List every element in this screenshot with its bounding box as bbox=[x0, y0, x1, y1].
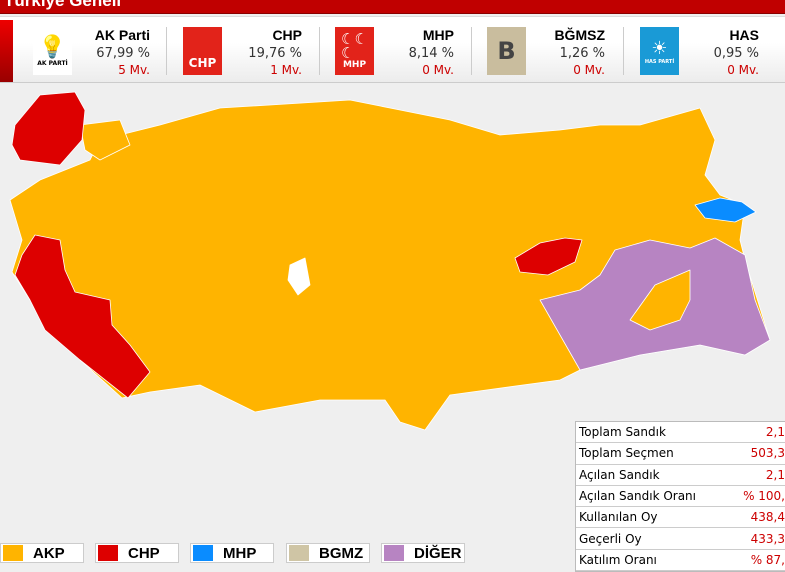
header-title: Türkiye Geneli bbox=[4, 0, 122, 10]
region-chp-east[interactable] bbox=[514, 237, 583, 276]
region-chp-thrace[interactable] bbox=[11, 91, 86, 166]
region-akp-thrace[interactable] bbox=[79, 119, 131, 161]
stats-table: Toplam Sandık 2,1 Toplam Seçmen 503,3 Açıl… bbox=[575, 421, 785, 572]
party-has[interactable]: ☀ HAS PARTİ HAS 0,95 % 0 Mv. bbox=[640, 17, 759, 82]
stats-row: Açılan Sandık 2,1 bbox=[576, 465, 785, 486]
legend-swatch bbox=[193, 545, 213, 561]
legend-akp[interactable]: AKP bbox=[0, 543, 84, 563]
stats-row: Katılım Oranı% 87, bbox=[576, 550, 785, 572]
party-percent: 8,14 % bbox=[408, 46, 454, 61]
region-chp-aegean[interactable] bbox=[14, 234, 151, 399]
party-percent: 1,26 % bbox=[559, 46, 605, 61]
has-logo-icon: ☀ HAS PARTİ bbox=[640, 27, 679, 75]
party-chp[interactable]: CHP CHP 19,76 % 1 Mv. bbox=[183, 17, 302, 82]
legend-chp[interactable]: CHP bbox=[95, 543, 179, 563]
party-name: CHP bbox=[272, 27, 302, 43]
party-seats: 5 Mv. bbox=[118, 63, 150, 77]
party-name: BĞMSZ bbox=[554, 27, 605, 43]
party-akp[interactable]: 💡 AK PARTİ AK Parti 67,99 % 5 Mv. bbox=[30, 17, 150, 82]
stats-row: Kullanılan Oy 438,4 bbox=[576, 507, 785, 529]
party-percent: 67,99 % bbox=[96, 46, 150, 61]
flag-icon bbox=[0, 20, 13, 82]
party-name: AK Parti bbox=[94, 27, 150, 43]
party-seats: 0 Mv. bbox=[573, 63, 605, 77]
party-bgmsz[interactable]: B BĞMSZ 1,26 % 0 Mv. bbox=[487, 17, 605, 82]
party-percent: 0,95 % bbox=[713, 46, 759, 61]
legend-swatch bbox=[384, 545, 404, 561]
legend-swatch bbox=[98, 545, 118, 561]
party-seats: 0 Mv. bbox=[727, 63, 759, 77]
party-percent: 19,76 % bbox=[248, 46, 302, 61]
party-seats: 1 Mv. bbox=[270, 63, 302, 77]
stats-row: Toplam Seçmen 503,3 bbox=[576, 443, 785, 465]
chp-logo-icon: CHP bbox=[183, 27, 222, 75]
independent-logo-icon: B bbox=[487, 27, 526, 75]
region-akp-van[interactable] bbox=[629, 269, 691, 331]
party-results-bar: 💡 AK PARTİ AK Parti 67,99 % 5 Mv. CHP CHP… bbox=[0, 16, 785, 83]
stats-row: Geçerli Oy 433,3 bbox=[576, 528, 785, 550]
legend-diger[interactable]: DİĞER bbox=[381, 543, 465, 563]
legend-swatch bbox=[289, 545, 309, 561]
region-mhp[interactable] bbox=[694, 197, 757, 223]
akp-logo-icon: 💡 AK PARTİ bbox=[33, 27, 72, 75]
party-name: HAS bbox=[729, 27, 759, 43]
legend-bgmz[interactable]: BGMZ bbox=[286, 543, 370, 563]
mhp-logo-icon: ☾☾ ☾ MHP bbox=[335, 27, 374, 75]
legend-mhp[interactable]: MHP bbox=[190, 543, 274, 563]
turkey-results-map[interactable] bbox=[0, 84, 785, 434]
party-name: MHP bbox=[422, 27, 454, 43]
party-seats: 0 Mv. bbox=[422, 63, 454, 77]
stats-row: Toplam Sandık 2,1 bbox=[576, 422, 785, 444]
party-mhp[interactable]: ☾☾ ☾ MHP MHP 8,14 % 0 Mv. bbox=[335, 17, 454, 82]
legend-swatch bbox=[3, 545, 23, 561]
lake-tuz bbox=[287, 257, 311, 296]
stats-row: Açılan Sandık Oranı% 100, bbox=[576, 486, 785, 508]
header-bar: Türkiye Geneli bbox=[0, 0, 785, 14]
